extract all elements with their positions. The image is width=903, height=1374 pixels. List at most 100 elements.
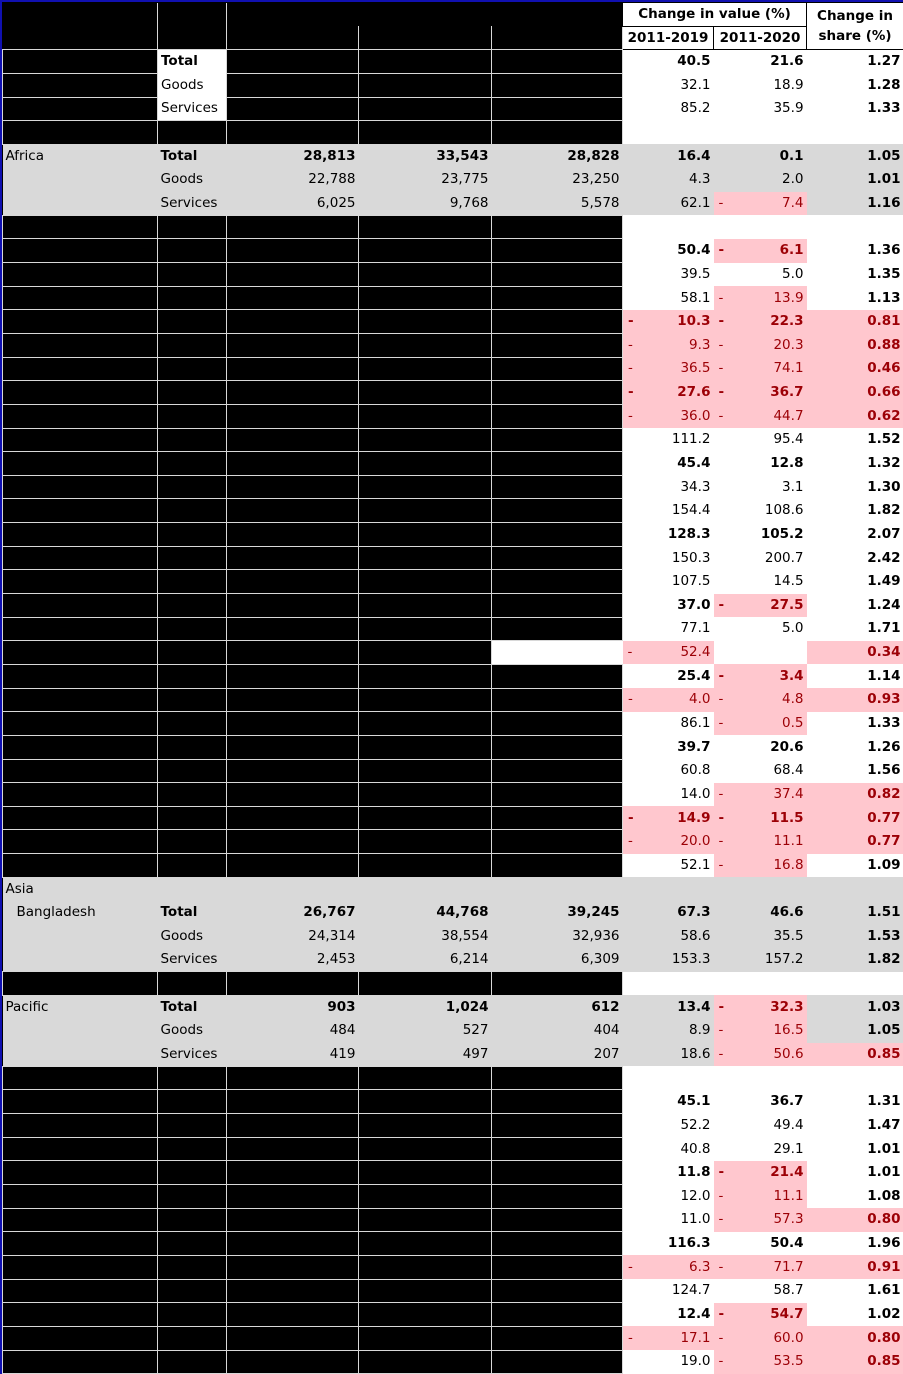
table-row: Bangladesh Total 26,767 44,768 39,245 67.3 46.… [2,900,903,925]
table-row: Total 40.5 21.6 1.27 [2,49,903,74]
redacted-cell [358,1254,492,1280]
change-in-share-cell: 1.33 [806,97,903,121]
redacted-cell [226,545,359,571]
redacted-cell [490,96,624,122]
change-2011-2020-cell: 2.0 [713,167,807,192]
redacted-cell [157,1325,227,1351]
region-label [2,1042,158,1067]
minus-sign: - [718,596,725,613]
value: 22.3 [770,313,804,330]
change-2011-2020-cell: - 3.4 [713,664,807,689]
table-row: -10.3-22.3 0.81 [2,309,903,334]
redacted-cell [358,72,492,98]
minus-sign: - [718,360,724,377]
product-type-label: Goods [157,1019,227,1043]
redacted-cell [157,593,227,618]
change-2011-2020-cell: 5.0 [713,617,807,641]
value: 0.5 [782,715,804,732]
change-2011-2019-cell: 12.0 [622,1184,714,1209]
change-2011-2019-cell: - 6.3 [622,1255,714,1280]
change-in-share-cell: 0.80 [806,1208,903,1232]
redacted-cell [157,332,227,358]
redacted-cell [2,1184,158,1209]
change-2011-2020-cell: - 37.4 [713,782,807,807]
value: 36.7 [770,384,804,401]
change-2011-2020-cell: 21.6 [713,49,807,74]
redacted-cell [226,380,359,405]
change-2011-2020-cell: 46.6 [713,900,807,925]
redacted-cell [226,427,359,453]
table-row: 12.4- 54.7 1.02 [2,1302,903,1327]
period-2011-2020-header: 2011-2020 [713,25,808,51]
minus-sign: - [718,1211,724,1228]
empty-cell [713,877,807,901]
change-2011-2019-cell: 67.3 [622,900,714,925]
redacted-cell [358,285,492,311]
redacted-cell [226,1089,359,1115]
redacted-cell [490,238,624,264]
redacted-cell [226,687,359,713]
change-in-share-cell: 1.03 [806,995,903,1020]
trade-value-cell: 5,578 [491,191,623,216]
value: 52.4 [680,644,711,661]
change-2011-2019-cell: 37.0 [622,593,714,618]
redacted-cell [358,1089,492,1115]
redacted-cell [157,1089,227,1115]
change-in-share-cell: 1.35 [806,262,903,287]
redacted-cell [157,1113,227,1138]
empty-cell [806,971,903,996]
minus-sign: - [628,407,633,424]
redacted-cell [157,1160,227,1186]
redacted-cell [490,262,624,287]
product-type-label: Goods [157,73,227,98]
change-2011-2020-cell: 12.8 [713,451,807,476]
table-row: 52.2 49.4 1.47 [2,1113,903,1138]
redacted-cell [490,285,624,311]
redacted-cell [2,1302,158,1327]
redacted-cell [226,309,359,334]
change-2011-2020-cell: - 11.1 [713,829,807,854]
change-2011-2019-cell: 107.5 [622,569,714,594]
minus-sign: - [718,313,725,330]
change-in-share-cell: 1.52 [806,428,903,452]
redacted-cell [358,1136,492,1162]
value: 21.4 [770,1164,804,1181]
change-2011-2019-cell: 39.7 [622,735,714,759]
period-2011-2019-header: 2011-2019 [622,25,715,51]
change-2011-2020-cell: - 57.3 [713,1208,807,1232]
value: 7.4 [782,194,804,211]
change-2011-2020-cell: 68.4 [713,759,807,783]
minus-sign: - [718,242,725,259]
redacted-cell [358,711,492,736]
change-in-value-header: Change in value (%) [622,2,808,27]
redacted-cell [226,96,359,122]
redacted-cell [226,640,359,665]
empty-cell [713,1066,807,1090]
minus-sign: - [628,313,634,330]
redacted-cell [358,663,492,689]
change-2011-2020-cell: 35.9 [713,97,807,121]
redacted-cell [2,971,158,996]
redacted-cell [157,663,227,689]
change-2011-2020-cell: 108.6 [713,498,807,523]
redacted-cell [358,593,492,618]
value: 10.3 [677,313,711,330]
change-in-share-cell: 1.82 [806,948,903,972]
redacted-cell [2,403,158,429]
redacted-cell [2,427,158,453]
redacted-cell [490,49,624,74]
redacted-cell [490,403,624,429]
redacted-region-cell [2,49,158,74]
redacted-header-year-3 [490,26,624,50]
redacted-cell [157,427,227,453]
region-label: Asia [2,877,158,901]
trade-value-cell: 497 [358,1042,492,1067]
redacted-cell [226,1349,359,1374]
trade-value-cell [491,877,623,901]
change-in-share-cell: 1.36 [806,238,903,263]
change-2011-2020-cell: 0.1 [713,144,807,168]
change-in-share-cell: 0.62 [806,404,903,429]
empty-cell [806,877,903,901]
trade-value-cell: 22,788 [226,167,359,192]
minus-sign: - [628,691,633,708]
